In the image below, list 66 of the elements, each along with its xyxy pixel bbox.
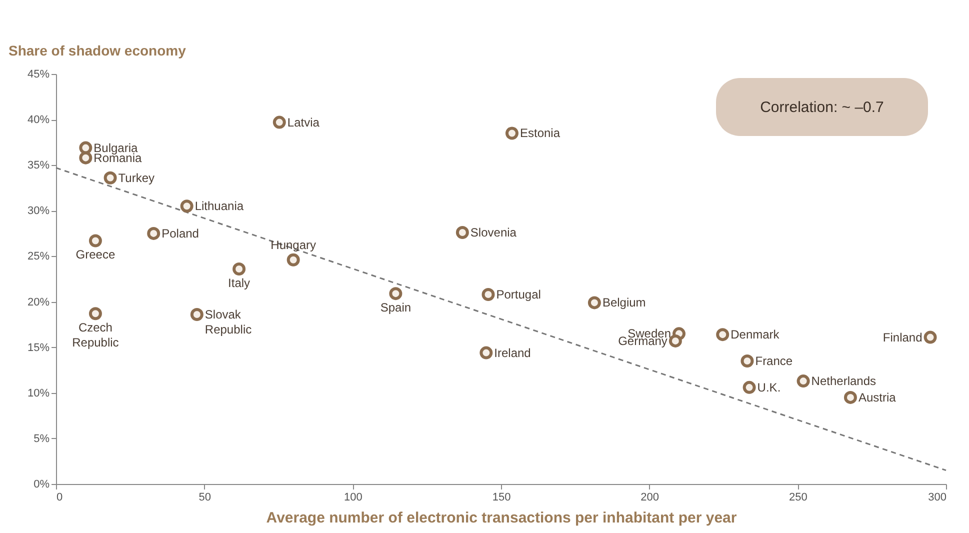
x-tick-label: 150 bbox=[492, 492, 511, 504]
y-tick-label: 5% bbox=[34, 432, 50, 445]
point bbox=[482, 288, 495, 301]
annotation: Slovenia bbox=[470, 226, 517, 240]
annotation: Lithuania bbox=[194, 199, 244, 214]
point bbox=[924, 330, 937, 344]
point bbox=[79, 141, 92, 154]
point bbox=[232, 262, 246, 276]
point bbox=[389, 287, 402, 300]
y-tick-label: 0% bbox=[34, 478, 50, 490]
point bbox=[588, 296, 601, 310]
y-tick-label: 20% bbox=[27, 296, 50, 308]
x-tick-label: 0 bbox=[56, 492, 63, 504]
y-tick-label: 10% bbox=[27, 387, 50, 400]
point bbox=[480, 346, 493, 360]
point bbox=[456, 226, 469, 240]
annotation: Turkey bbox=[118, 170, 155, 185]
annotation: Italy bbox=[228, 276, 250, 290]
point bbox=[668, 334, 682, 348]
point bbox=[180, 200, 194, 213]
annotation: Portugal bbox=[496, 287, 541, 302]
point bbox=[147, 226, 160, 240]
rounded-label-box: Correlation: ~ –0.7 bbox=[716, 78, 928, 136]
annotation: Estonia bbox=[520, 126, 560, 140]
annotation: Austria bbox=[858, 390, 896, 404]
point bbox=[272, 116, 286, 129]
annotation: Ireland bbox=[494, 346, 531, 360]
annotation: Spain bbox=[380, 300, 412, 315]
x-tick-label: 250 bbox=[788, 492, 808, 504]
point bbox=[740, 354, 754, 368]
x-tick-label: 200 bbox=[640, 492, 660, 504]
point bbox=[844, 390, 857, 404]
annotation: Slovak Republic bbox=[204, 308, 252, 337]
annotation: Hungary bbox=[270, 238, 316, 252]
annotation: Poland bbox=[162, 226, 199, 240]
y-axis-title: Share of shadow economy bbox=[8, 42, 186, 58]
annotation: Bulgaria bbox=[94, 140, 138, 155]
annotation: Finland bbox=[882, 330, 922, 344]
annotation: France bbox=[755, 354, 793, 368]
point bbox=[742, 380, 756, 394]
annotation: Belgium bbox=[602, 296, 646, 310]
annotation: Netherlands bbox=[811, 374, 876, 388]
y-tick-label: 15% bbox=[27, 342, 50, 354]
annotation: U.K. bbox=[757, 380, 781, 394]
y-tick-label: 35% bbox=[27, 160, 50, 172]
point bbox=[79, 151, 92, 164]
point bbox=[88, 234, 102, 248]
x-tick-label: 300 bbox=[928, 492, 946, 504]
y-tick-label: 30% bbox=[27, 205, 50, 218]
y-tick-label: 40% bbox=[27, 114, 50, 126]
annotation: Czech Republic bbox=[72, 320, 119, 350]
point bbox=[190, 308, 204, 322]
x-tick-label: 100 bbox=[344, 492, 362, 504]
point bbox=[286, 253, 300, 266]
point bbox=[716, 328, 730, 342]
x-tick-label: 50 bbox=[198, 492, 211, 504]
point bbox=[796, 374, 810, 388]
point bbox=[88, 307, 102, 320]
point bbox=[505, 126, 518, 140]
x-axis-title: Average number of electronic transactions per inhabitant per year bbox=[266, 510, 737, 526]
annotation: Latvia bbox=[287, 115, 320, 130]
y-tick-label: 45% bbox=[27, 68, 50, 80]
annotation: Denmark bbox=[730, 328, 780, 342]
point bbox=[104, 171, 117, 184]
y-tick-label: 25% bbox=[27, 250, 50, 263]
annotation: Greece bbox=[76, 248, 116, 262]
